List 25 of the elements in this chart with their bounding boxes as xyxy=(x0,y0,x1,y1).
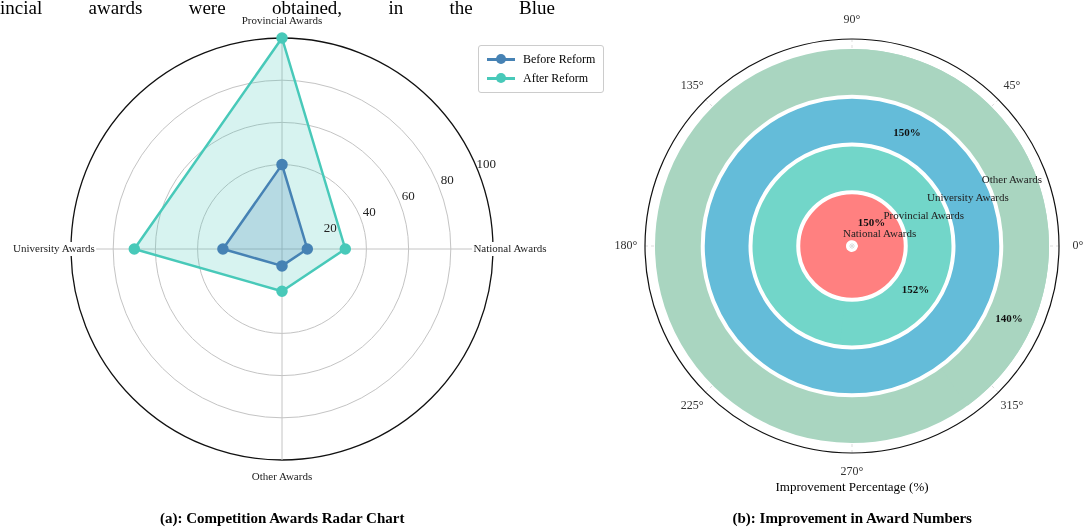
category-label: Other Awards xyxy=(981,172,1043,185)
text: 0° xyxy=(1072,238,1084,253)
data-label: 150% xyxy=(893,126,921,139)
text: Improvement Percentage (%) xyxy=(775,479,929,495)
spoke-label: National Awards xyxy=(473,241,547,254)
text: 45° xyxy=(1003,78,1021,93)
legend-label: After Reform xyxy=(523,71,588,86)
y-tick-label: 100 xyxy=(476,155,496,171)
y-tick-label: 20 xyxy=(323,220,337,236)
y-tick-label: 60 xyxy=(401,188,415,204)
data-label: 140% xyxy=(995,312,1023,325)
text: (a): Competition Awards Radar Chart xyxy=(160,510,405,527)
text: 270° xyxy=(840,464,864,479)
text: 315° xyxy=(1000,397,1024,412)
y-tick-label: 80 xyxy=(440,172,454,187)
text: (b): Improvement in Award Numbers xyxy=(732,510,972,527)
text: 225° xyxy=(680,397,704,412)
text: 180° xyxy=(614,238,638,253)
text: 135° xyxy=(680,78,704,93)
text: 90° xyxy=(843,12,861,27)
legend-label: Before Reform xyxy=(523,52,596,67)
data-label: 152% xyxy=(901,283,930,296)
spoke-label: University Awards xyxy=(13,241,95,254)
spoke-label: Other Awards xyxy=(251,469,313,482)
y-tick-label: 40 xyxy=(362,204,376,220)
